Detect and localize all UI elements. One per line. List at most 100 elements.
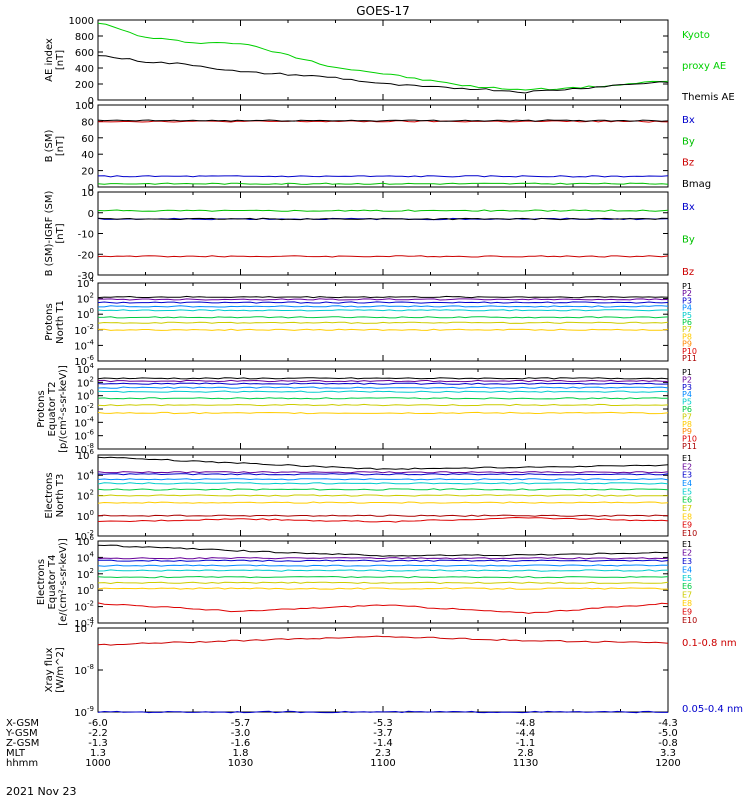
series-line bbox=[97, 295, 669, 299]
y-axis-label: ProtonsNorth T1 bbox=[44, 300, 66, 344]
series-line bbox=[97, 55, 669, 94]
y-axis-label: B (SM)[nT] bbox=[44, 129, 66, 162]
panel-frame bbox=[97, 191, 669, 276]
ephemeris-value: 1100 bbox=[370, 758, 395, 769]
legend-entry: E10 bbox=[682, 616, 697, 625]
y-tick-label: 102 bbox=[77, 292, 94, 306]
series-line bbox=[97, 386, 669, 389]
y-tick-label: 10-2 bbox=[74, 402, 94, 416]
series-line bbox=[97, 316, 669, 319]
legend-entry: Bmag bbox=[682, 179, 711, 190]
legend-entry: E1 bbox=[682, 540, 692, 549]
ephemeris-value: 2.3 bbox=[375, 748, 391, 759]
y-axis-label: Xray flux[W/m^2] bbox=[44, 647, 66, 693]
panel-frame bbox=[97, 627, 669, 713]
legend-entry: P7 bbox=[682, 412, 692, 421]
ephemeris-label: Z-GSM bbox=[6, 738, 39, 749]
ephemeris-value: 1030 bbox=[228, 758, 253, 769]
y-tick-label: 10-2 bbox=[74, 323, 94, 337]
series-line bbox=[97, 301, 669, 304]
ephemeris-value: 1130 bbox=[513, 758, 538, 769]
y-tick-label: 102 bbox=[77, 567, 94, 581]
y-tick-label: 600 bbox=[75, 48, 94, 59]
series-line bbox=[97, 635, 669, 646]
series-line bbox=[97, 501, 669, 504]
ephemeris-value: 1.8 bbox=[233, 748, 249, 759]
series-line bbox=[97, 403, 669, 407]
y-axis-label: ElectronsEquator T4[e/(cm²-s-sr-keV)] bbox=[36, 538, 69, 626]
legend-entry: P4 bbox=[682, 390, 692, 399]
series-line bbox=[97, 602, 669, 614]
y-tick-label: 40 bbox=[81, 150, 94, 161]
series-line bbox=[97, 488, 669, 491]
series-line bbox=[97, 397, 668, 400]
y-tick-label: 106 bbox=[77, 534, 95, 548]
y-tick-label: 10-4 bbox=[74, 415, 94, 429]
legend-entry: E6 bbox=[682, 582, 692, 591]
legend-entry: E3 bbox=[682, 471, 692, 480]
ephemeris-label: X-GSM bbox=[6, 718, 39, 729]
legend-entry: P3 bbox=[682, 383, 692, 392]
series-line bbox=[97, 390, 669, 393]
legend-entry: P6 bbox=[682, 405, 692, 414]
ephemeris-value: -3.7 bbox=[373, 728, 393, 739]
y-axis-label: B (SM)-IGRF (SM)[nT] bbox=[44, 191, 66, 277]
series-line bbox=[97, 309, 668, 312]
legend-entry: E3 bbox=[682, 557, 692, 566]
legend-entry: proxy AE bbox=[682, 61, 726, 72]
series-line bbox=[97, 379, 669, 383]
series-line bbox=[97, 411, 669, 415]
series-line bbox=[97, 217, 669, 221]
y-tick-label: 10-2 bbox=[74, 600, 94, 614]
legend-entry: E6 bbox=[682, 496, 692, 505]
legend-entry: By bbox=[682, 235, 695, 246]
ephemeris-value: -1.4 bbox=[373, 738, 393, 749]
legend-entry: 0.05-0.4 nm bbox=[682, 704, 743, 715]
legend-entry: P1 bbox=[682, 368, 692, 377]
legend-entry: E2 bbox=[682, 462, 692, 471]
legend-entry: P8 bbox=[682, 332, 692, 341]
series-line bbox=[97, 255, 669, 258]
panel-protons_t2: 10-810-610-410-2100102104ProtonsEquator … bbox=[36, 362, 697, 456]
series-line bbox=[97, 482, 669, 485]
ephemeris-value: -4.3 bbox=[658, 718, 678, 729]
ephemeris-value: 3.3 bbox=[660, 748, 676, 759]
y-tick-label: 10-9 bbox=[74, 705, 94, 719]
series-line bbox=[98, 494, 668, 497]
ephemeris-value: -1.1 bbox=[516, 738, 536, 749]
y-tick-label: 102 bbox=[77, 375, 94, 389]
legend-entry: Bz bbox=[682, 267, 694, 278]
series-line bbox=[98, 305, 669, 308]
legend-entry: E10 bbox=[682, 529, 697, 538]
legend-entry: E7 bbox=[682, 504, 692, 513]
y-axis-label: ElectronsNorth T3 bbox=[44, 472, 66, 518]
legend-entry: P11 bbox=[682, 354, 697, 363]
y-tick-label: 100 bbox=[75, 101, 94, 112]
ephemeris-value: -0.8 bbox=[658, 738, 678, 749]
series-line bbox=[98, 298, 669, 301]
series-line bbox=[97, 710, 668, 714]
legend-entry: P11 bbox=[682, 442, 697, 451]
legend-entry: E5 bbox=[682, 574, 692, 583]
y-tick-label: 20 bbox=[81, 167, 94, 178]
legend-entry: P3 bbox=[682, 296, 692, 305]
y-tick-label: 0 bbox=[88, 183, 94, 194]
y-tick-label: 100 bbox=[77, 307, 94, 321]
legend-entry: P7 bbox=[682, 325, 692, 334]
legend-entry: By bbox=[682, 136, 695, 147]
y-tick-label: 104 bbox=[77, 276, 95, 290]
series-line bbox=[97, 321, 669, 324]
legend-entry: E9 bbox=[682, 521, 692, 530]
series-line bbox=[97, 209, 669, 212]
ephemeris-table: X-GSM -6.0 -5.7 -5.3 -4.8 -4.3 Y-GSM -2.2 -3.0 -3… bbox=[5, 718, 681, 769]
series-line bbox=[97, 182, 669, 185]
series-line bbox=[97, 478, 669, 481]
legend-entry: E4 bbox=[682, 565, 692, 574]
legend-entry: Bz bbox=[682, 158, 694, 169]
legend-entry: E8 bbox=[682, 599, 692, 608]
y-tick-label: 80 bbox=[81, 117, 94, 128]
legend-entry: E9 bbox=[682, 608, 692, 617]
ephemeris-value: -4.8 bbox=[516, 718, 536, 729]
